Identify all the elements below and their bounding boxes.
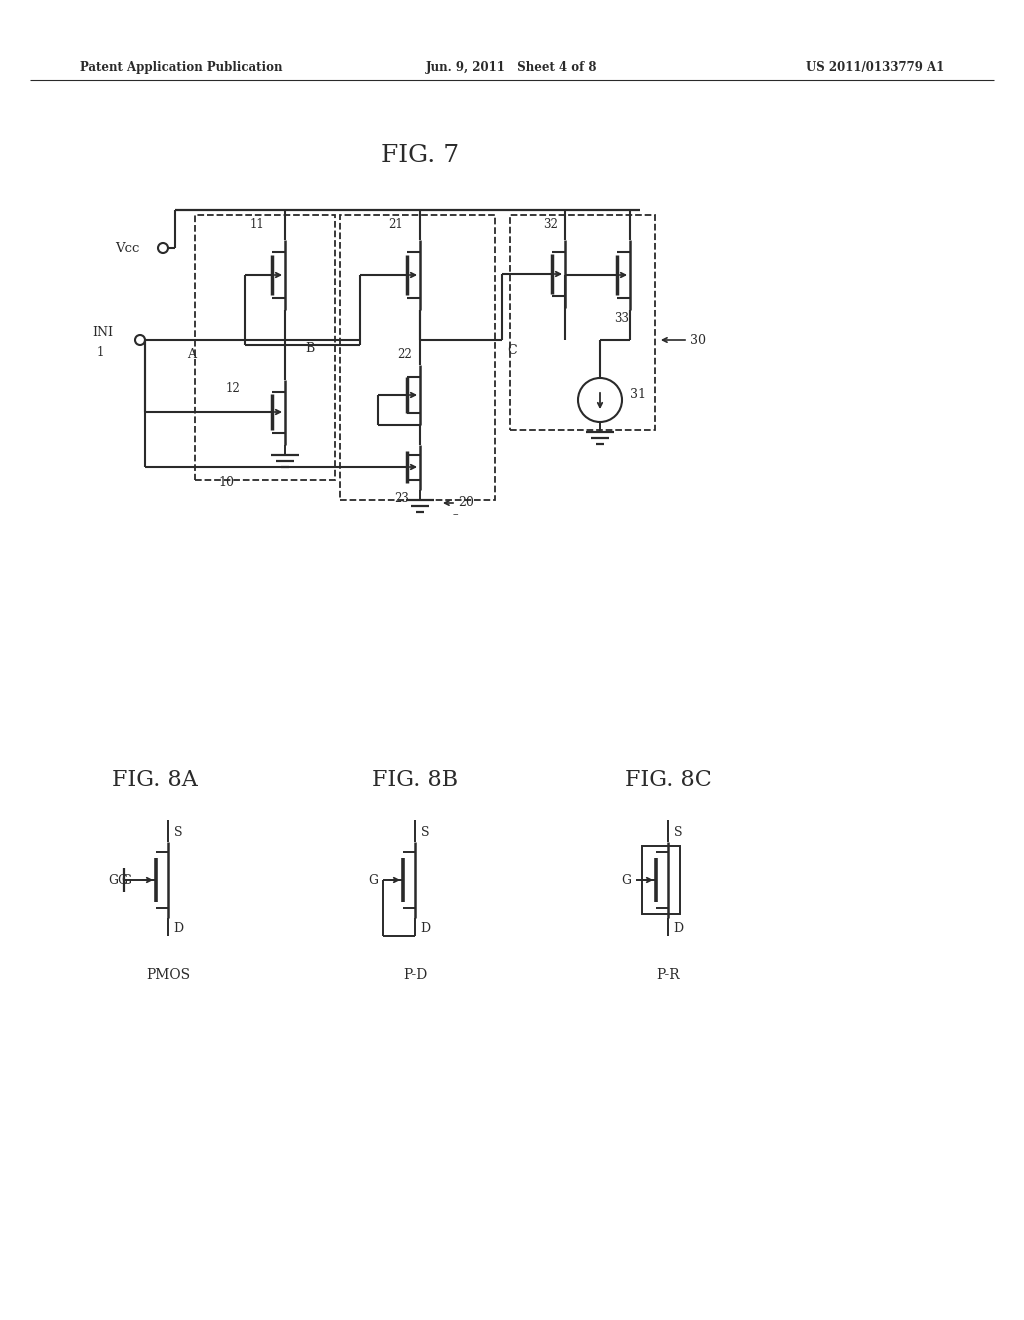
Text: FIG. 8C: FIG. 8C — [625, 770, 712, 791]
Text: G: G — [121, 874, 131, 887]
Text: 11: 11 — [250, 219, 264, 231]
Text: D: D — [673, 921, 683, 935]
Text: S: S — [174, 825, 182, 838]
Text: 22: 22 — [397, 348, 413, 362]
Text: Vcc: Vcc — [115, 242, 139, 255]
Text: P-D: P-D — [402, 968, 427, 982]
Bar — [642, 846, 680, 913]
Text: D: D — [173, 921, 183, 935]
Text: Patent Application Publication: Patent Application Publication — [80, 62, 283, 74]
Text: 10: 10 — [218, 477, 234, 490]
Text: INI: INI — [92, 326, 113, 338]
Text: S: S — [674, 825, 682, 838]
Text: FIG. 7: FIG. 7 — [381, 144, 459, 166]
Text: FIG. 8B: FIG. 8B — [372, 770, 458, 791]
Text: A: A — [187, 348, 197, 362]
Text: G: G — [368, 874, 378, 887]
Text: Jun. 9, 2011   Sheet 4 of 8: Jun. 9, 2011 Sheet 4 of 8 — [426, 62, 598, 74]
Text: G: G — [108, 874, 118, 887]
Text: C: C — [507, 343, 517, 356]
Text: P-R: P-R — [656, 968, 680, 982]
Text: 30: 30 — [690, 334, 706, 346]
Text: 21: 21 — [389, 219, 403, 231]
Bar — [340, 215, 495, 500]
Bar — [195, 215, 335, 480]
Text: S: S — [421, 825, 429, 838]
Text: B: B — [305, 342, 314, 355]
Text: 20: 20 — [458, 496, 474, 510]
Text: 1: 1 — [97, 346, 104, 359]
Text: 23: 23 — [394, 491, 410, 504]
Text: 32: 32 — [544, 219, 558, 231]
Text: 12: 12 — [225, 381, 241, 395]
Text: 31: 31 — [630, 388, 646, 401]
Text: FIG. 8A: FIG. 8A — [112, 770, 198, 791]
Text: US 2011/0133779 A1: US 2011/0133779 A1 — [806, 62, 944, 74]
Bar — [510, 215, 655, 430]
Text: 33: 33 — [614, 312, 630, 325]
Text: D: D — [420, 921, 430, 935]
Text: PMOS: PMOS — [146, 968, 190, 982]
Text: --: -- — [453, 511, 460, 520]
Text: G: G — [621, 874, 631, 887]
Text: G: G — [117, 874, 127, 887]
